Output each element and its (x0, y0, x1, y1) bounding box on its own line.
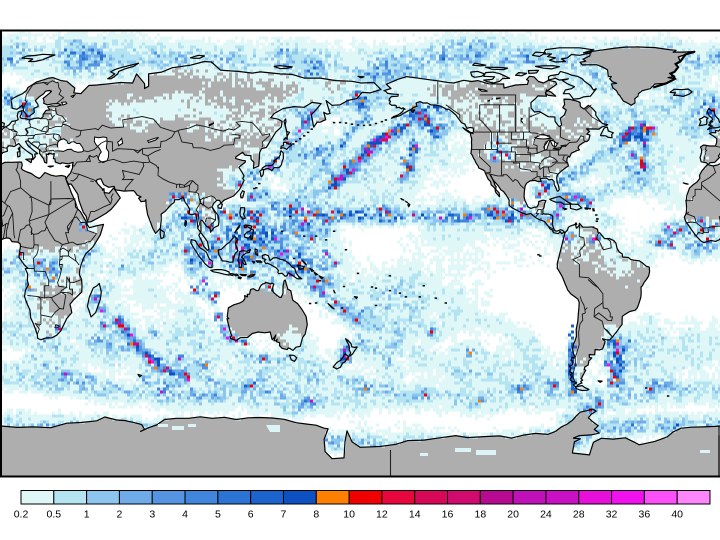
svg-text:32: 32 (606, 509, 618, 521)
svg-text:24: 24 (540, 509, 552, 521)
svg-text:5: 5 (215, 509, 221, 521)
svg-text:6: 6 (248, 509, 254, 521)
svg-text:1: 1 (84, 509, 90, 521)
svg-text:16: 16 (442, 509, 454, 521)
svg-text:7: 7 (281, 509, 287, 521)
svg-text:14: 14 (409, 509, 421, 521)
svg-text:18: 18 (474, 509, 486, 521)
svg-text:4: 4 (182, 509, 188, 521)
svg-text:36: 36 (639, 509, 651, 521)
svg-text:10: 10 (343, 509, 355, 521)
svg-text:0.5: 0.5 (47, 509, 62, 521)
svg-text:2: 2 (117, 509, 123, 521)
svg-text:28: 28 (573, 509, 585, 521)
svg-text:3: 3 (149, 509, 155, 521)
svg-text:0.2: 0.2 (14, 509, 29, 521)
svg-text:20: 20 (507, 509, 519, 521)
svg-text:12: 12 (376, 509, 388, 521)
svg-text:8: 8 (313, 509, 319, 521)
svg-text:40: 40 (671, 509, 683, 521)
